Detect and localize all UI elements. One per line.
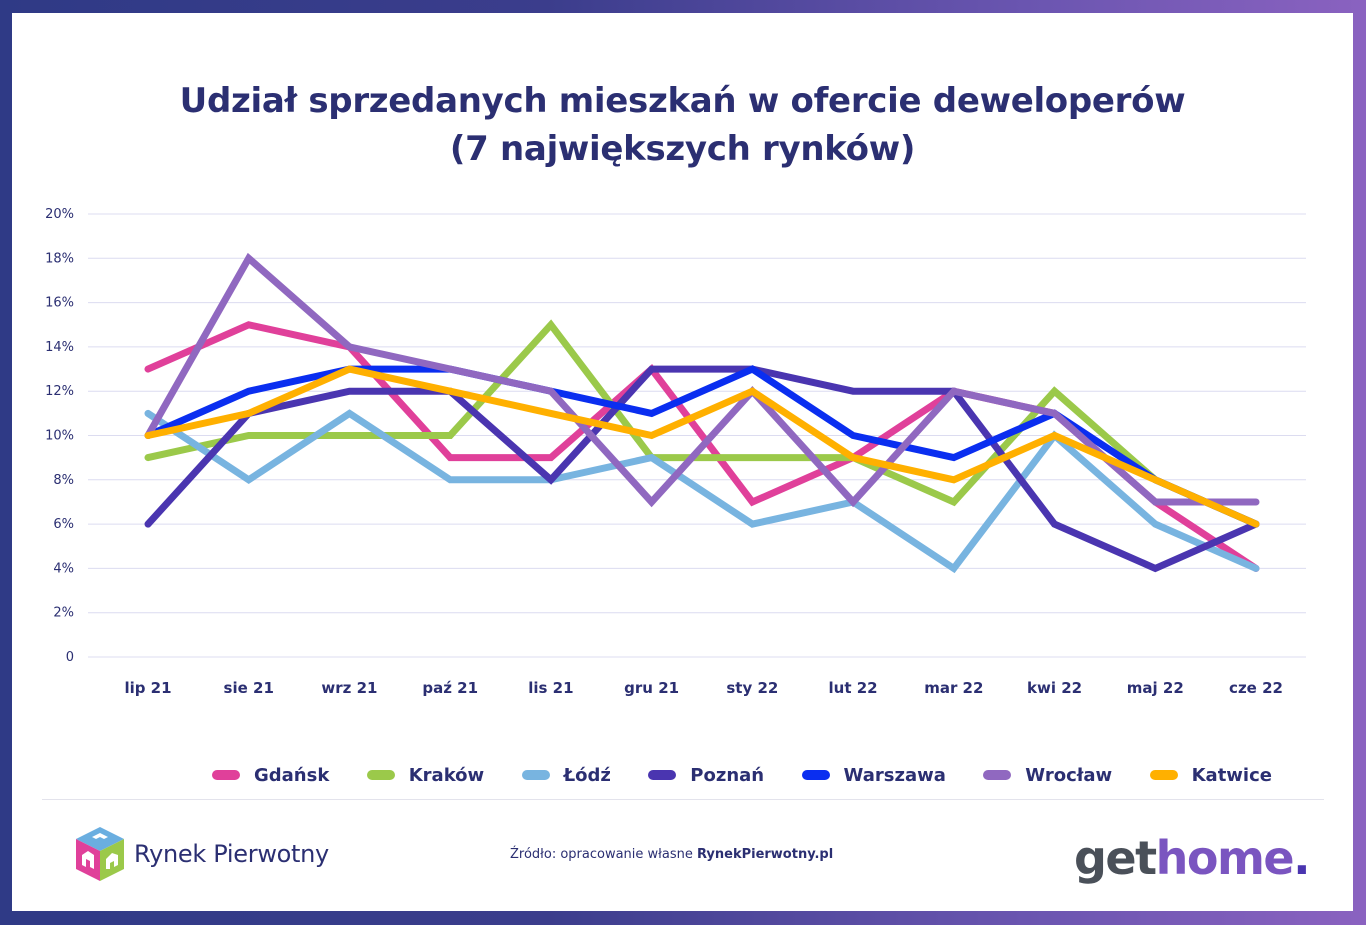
- source-prefix: Źródło: opracowanie własne: [510, 847, 697, 862]
- cube-house-icon: [76, 827, 124, 881]
- x-tick-label: cze 22: [1229, 679, 1283, 697]
- gethome-logo: gethome.: [1074, 831, 1311, 885]
- brand-left-label: Rynek Pierwotny: [134, 840, 329, 868]
- gethome-get: get: [1074, 831, 1157, 885]
- legend-item: Gdańsk: [212, 765, 329, 786]
- series-line-łódź: [144, 409, 1260, 574]
- series-line-wrocław: [144, 252, 1260, 508]
- chart-title-line2: (7 największych rynków): [449, 129, 916, 169]
- legend-item: Kraków: [366, 764, 485, 786]
- y-tick-label: 6%: [53, 517, 74, 532]
- x-tick-label: lut 22: [829, 679, 878, 697]
- source-site: RynekPierwotny.pl: [696, 847, 834, 862]
- y-tick-label: 2%: [53, 606, 74, 621]
- x-tick-label: sie 21: [224, 679, 274, 697]
- y-tick-label: 12%: [45, 384, 74, 399]
- series-line-katwice: [144, 365, 1260, 528]
- y-tick-label: 8%: [53, 473, 74, 488]
- y-tick-label: 18%: [45, 251, 74, 266]
- x-tick-label: lis 21: [528, 679, 573, 697]
- legend-label: Wrocław: [1025, 764, 1113, 786]
- x-tick-label: lip 21: [124, 679, 171, 697]
- footer-divider: [42, 799, 1324, 800]
- gethome-home: home: [1155, 831, 1295, 885]
- legend-item: Poznań: [648, 765, 764, 786]
- gethome-dot: .: [1293, 831, 1310, 885]
- legend-label: Kraków: [408, 764, 485, 786]
- x-tick-label: kwi 22: [1027, 679, 1082, 697]
- series-lines: [144, 252, 1260, 574]
- legend-label: Gdańsk: [254, 764, 330, 786]
- y-tick-label: 14%: [45, 340, 74, 355]
- legend-item: Łódź: [521, 764, 611, 786]
- x-tick-label: maj 22: [1127, 679, 1184, 697]
- legend-item: Warszawa: [801, 764, 946, 786]
- series-line-poznań: [144, 365, 1260, 573]
- x-tick-label: sty 22: [726, 679, 778, 697]
- legend-swatch: [648, 770, 677, 780]
- y-tick-label: 20%: [45, 207, 74, 222]
- y-axis-ticks: 0 2% 4% 6% 8% 10% 12% 14% 16% 18% 20%: [45, 207, 74, 665]
- legend-label: Poznań: [690, 764, 765, 786]
- legend-swatch: [521, 770, 550, 780]
- x-tick-label: wrz 21: [321, 679, 377, 697]
- legend-swatch: [1149, 770, 1178, 780]
- legend: Gdańsk Kraków Łódź Poznań Warszawa Wrocław Kat…: [212, 758, 1272, 792]
- rynek-pierwotny-logo: Rynek Pierwotny: [74, 825, 329, 883]
- legend-label: Łódź: [563, 764, 611, 786]
- x-tick-label: gru 21: [624, 679, 679, 697]
- y-tick-label: 0: [66, 650, 74, 665]
- legend-item: Wrocław: [983, 765, 1112, 786]
- line-chart: 0 2% 4% 6% 8% 10% 12% 14% 16% 18% 20% lip 21 sie 21…: [45, 207, 1306, 697]
- chart-title: Udział sprzedanych mieszkań w ofercie de…: [12, 77, 1353, 173]
- chart-title-line1: Udział sprzedanych mieszkań w ofercie de…: [179, 81, 1186, 121]
- legend-swatch: [801, 770, 830, 780]
- y-tick-label: 10%: [45, 429, 74, 444]
- chart-card: Udział sprzedanych mieszkań w ofercie de…: [12, 13, 1353, 911]
- legend-label: Warszawa: [843, 764, 946, 786]
- y-tick-label: 4%: [53, 561, 74, 576]
- source-note: Źródło: opracowanie własne RynekPierwotn…: [510, 847, 833, 862]
- x-tick-label: mar 22: [924, 679, 983, 697]
- series-line-kraków: [144, 319, 1260, 528]
- legend-label: Katwice: [1191, 764, 1272, 786]
- x-axis-ticks: lip 21 sie 21 wrz 21 paź 21 lis 21 gru 21 sty …: [124, 679, 1283, 697]
- legend-swatch: [212, 770, 240, 780]
- legend-item: Katwice: [1149, 764, 1272, 786]
- x-tick-label: paź 21: [422, 679, 478, 697]
- legend-swatch: [366, 770, 395, 780]
- legend-swatch: [983, 770, 1012, 780]
- y-tick-label: 16%: [45, 296, 74, 311]
